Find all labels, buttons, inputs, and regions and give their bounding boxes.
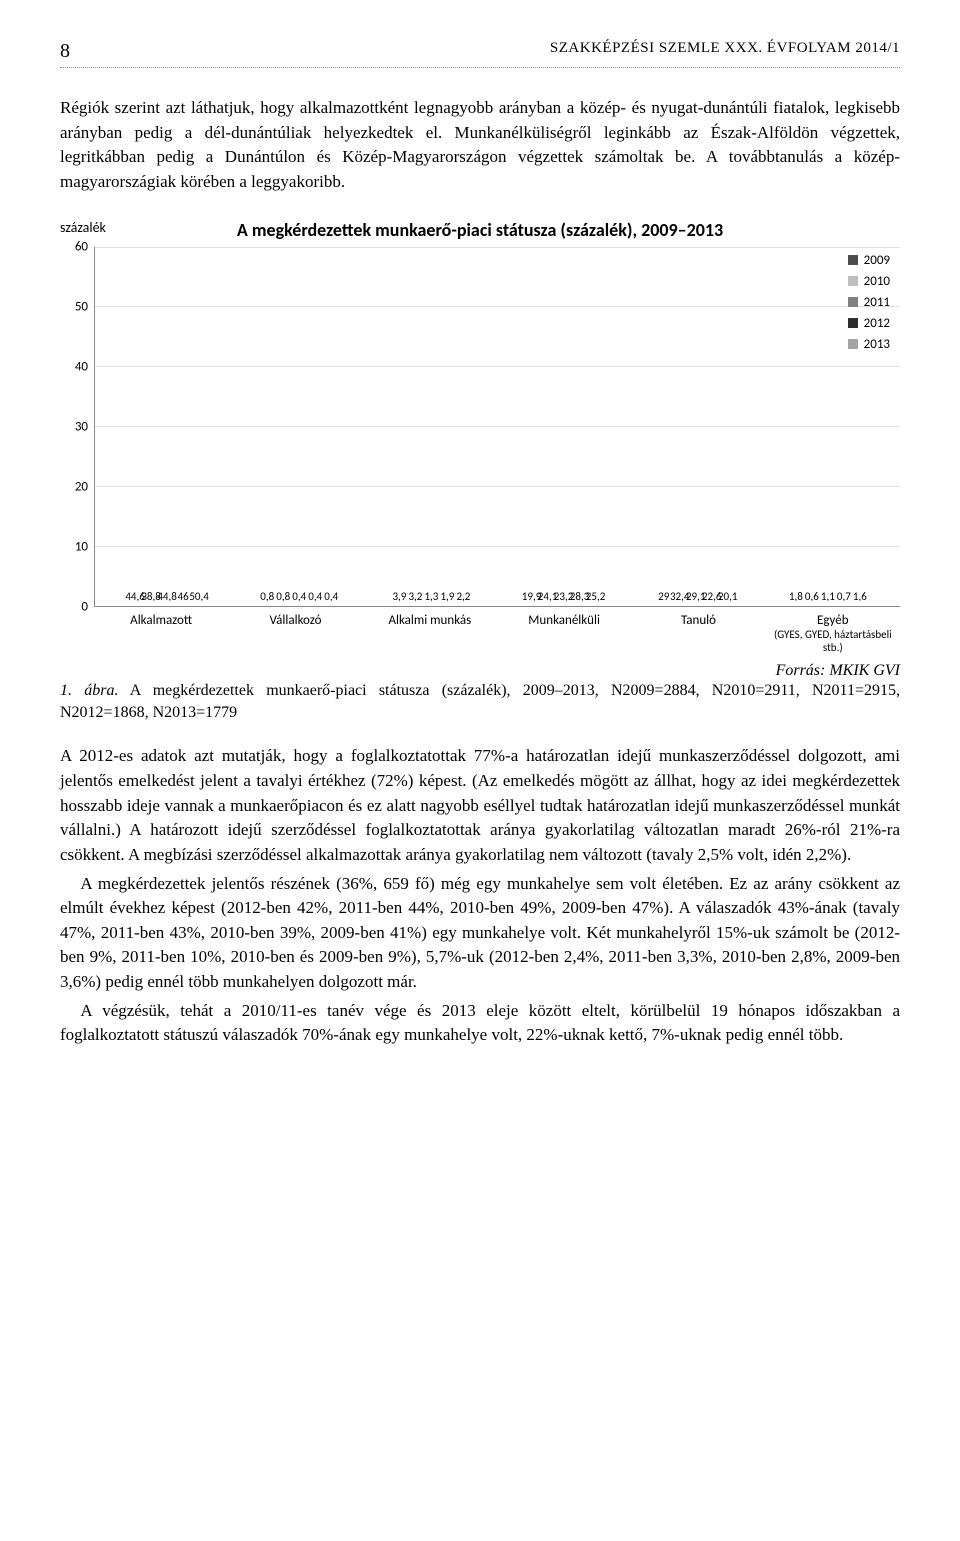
legend-item: 2013 bbox=[848, 337, 890, 352]
y-tick: 20 bbox=[75, 479, 88, 494]
legend-item: 2012 bbox=[848, 316, 890, 331]
bar-value-label: 25,2 bbox=[586, 590, 605, 603]
legend-swatch bbox=[848, 318, 858, 328]
bar-value-label: 3,2 bbox=[408, 590, 422, 603]
body-paragraph: A megkérdezettek jelentős részének (36%,… bbox=[60, 872, 900, 995]
y-tick: 0 bbox=[81, 599, 88, 614]
gridline bbox=[95, 426, 900, 427]
gridline bbox=[95, 366, 900, 367]
figure-caption-text: A megkérdezettek munkaerő-piaci státusza… bbox=[60, 682, 900, 721]
gridline bbox=[95, 306, 900, 307]
chart-title: A megkérdezettek munkaerő-piaci státusza… bbox=[120, 219, 840, 241]
paragraphs-bottom: A 2012-es adatok azt mutatják, hogy a fo… bbox=[60, 744, 900, 1048]
gridline bbox=[95, 486, 900, 487]
bar-value-label: 50,4 bbox=[189, 590, 208, 603]
legend-item: 2009 bbox=[848, 253, 890, 268]
gridline bbox=[95, 546, 900, 547]
x-axis-labels: AlkalmazottVállalkozóAlkalmi munkásMunka… bbox=[60, 613, 900, 654]
x-sublabel: (GYES, GYED, háztartásbeli stb.) bbox=[766, 628, 900, 654]
legend-swatch bbox=[848, 255, 858, 265]
chart-container: százalék A megkérdezettek munkaerő-piaci… bbox=[60, 219, 900, 654]
bar-value-label: 0,4 bbox=[308, 590, 322, 603]
paragraph-top-text: Régiók szerint azt láthatjuk, hogy alkal… bbox=[60, 96, 900, 195]
legend-item: 2011 bbox=[848, 295, 890, 310]
running-header: 8 SZAKKÉPZÉSI SZEMLE XXX. ÉVFOLYAM 2014/… bbox=[60, 40, 900, 63]
figure-caption-lead: 1. ábra. bbox=[60, 682, 118, 699]
legend-label: 2009 bbox=[864, 253, 890, 268]
bar-value-label: 29 bbox=[658, 590, 669, 603]
bar-value-label: 2,2 bbox=[456, 590, 470, 603]
bar-value-label: 1,3 bbox=[424, 590, 438, 603]
figure-caption: 1. ábra. A megkérdezettek munkaerő-piaci… bbox=[60, 680, 900, 725]
y-tick: 60 bbox=[75, 239, 88, 254]
running-title: SZAKKÉPZÉSI SZEMLE XXX. ÉVFOLYAM 2014/1 bbox=[550, 40, 900, 63]
legend-item: 2010 bbox=[848, 274, 890, 289]
header-separator bbox=[60, 67, 900, 68]
y-tick: 30 bbox=[75, 419, 88, 434]
chart-legend: 2009 2010 2011 2012 2013 bbox=[848, 253, 890, 358]
bar-value-label: 3,9 bbox=[392, 590, 406, 603]
page-number: 8 bbox=[60, 40, 71, 63]
x-label: Alkalmazott bbox=[94, 613, 228, 654]
bar-value-label: 0,4 bbox=[324, 590, 338, 603]
x-label: Munkanélküli bbox=[497, 613, 631, 654]
legend-label: 2011 bbox=[864, 295, 890, 310]
x-label: Egyéb(GYES, GYED, háztartásbeli stb.) bbox=[766, 613, 900, 654]
y-tick: 50 bbox=[75, 299, 88, 314]
legend-swatch bbox=[848, 276, 858, 286]
legend-label: 2012 bbox=[864, 316, 890, 331]
bar-value-label: 1,9 bbox=[440, 590, 454, 603]
bar-value-label: 0,7 bbox=[837, 590, 851, 603]
x-label: Alkalmi munkás bbox=[363, 613, 497, 654]
bar-value-label: 44,8 bbox=[157, 590, 176, 603]
bar-value-label: 0,4 bbox=[292, 590, 306, 603]
chart-plot: 44,638,844,84650,40,80,80,40,40,43,93,21… bbox=[94, 247, 900, 607]
gridline bbox=[95, 247, 900, 248]
bar-value-label: 20,1 bbox=[718, 590, 737, 603]
y-axis-ticks: 0102030405060 bbox=[60, 247, 94, 607]
bar-value-label: 1,8 bbox=[789, 590, 803, 603]
bar-value-label: 1,1 bbox=[821, 590, 835, 603]
body-paragraph: A 2012-es adatok azt mutatják, hogy a fo… bbox=[60, 744, 900, 867]
legend-swatch bbox=[848, 339, 858, 349]
paragraph-top: Régiók szerint azt láthatjuk, hogy alkal… bbox=[60, 96, 900, 195]
y-tick: 40 bbox=[75, 359, 88, 374]
bar-value-label: 0,8 bbox=[276, 590, 290, 603]
bar-value-label: 0,8 bbox=[260, 590, 274, 603]
bar-value-label: 0,6 bbox=[805, 590, 819, 603]
x-label: Tanuló bbox=[631, 613, 765, 654]
legend-label: 2013 bbox=[864, 337, 890, 352]
body-paragraph: A végzésük, tehát a 2010/11-es tanév vég… bbox=[60, 999, 900, 1048]
legend-swatch bbox=[848, 297, 858, 307]
bar-value-label: 46 bbox=[178, 590, 189, 603]
legend-label: 2010 bbox=[864, 274, 890, 289]
y-tick: 10 bbox=[75, 539, 88, 554]
y-axis-label: százalék bbox=[60, 219, 120, 236]
x-label: Vállalkozó bbox=[228, 613, 362, 654]
source-line: Forrás: MKIK GVI bbox=[60, 662, 900, 680]
bar-value-label: 1,6 bbox=[853, 590, 867, 603]
